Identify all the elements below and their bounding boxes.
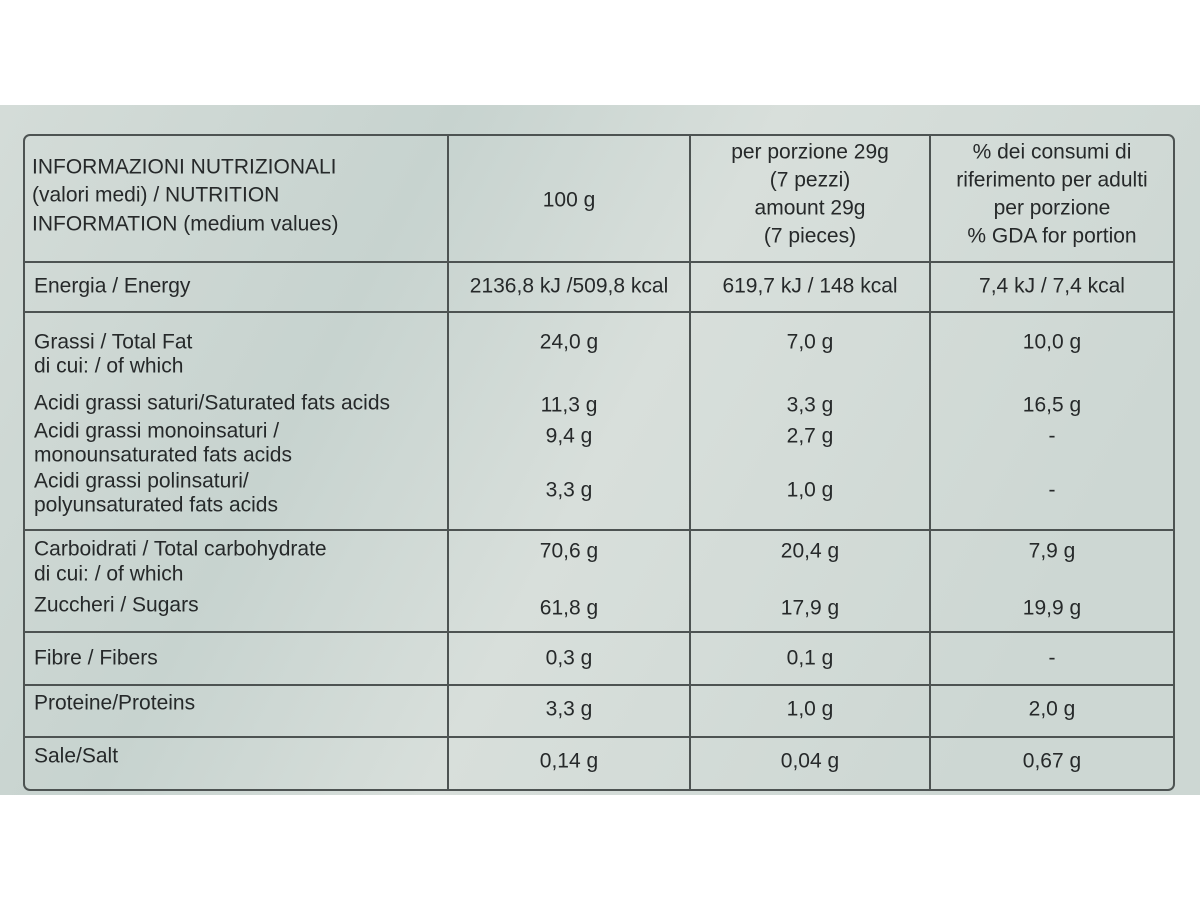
header-label: INFORMAZIONI NUTRIZIONALI [32, 156, 337, 179]
header-portion: (7 pezzi) [770, 169, 851, 192]
package-background [0, 105, 1200, 795]
nutrient-label: Sale/Salt [34, 745, 118, 768]
table-border [23, 134, 1175, 791]
header-label: INFORMATION (medium values) [32, 213, 338, 236]
nutrient-value: - [1049, 647, 1056, 670]
header-per100: 100 g [543, 189, 596, 212]
nutrient-value: 1,0 g [787, 479, 834, 502]
nutrient-value: 1,0 g [787, 698, 834, 721]
header-gda: % GDA for portion [967, 225, 1136, 248]
nutrient-value: 0,1 g [787, 647, 834, 670]
nutrient-value: 7,9 g [1029, 540, 1076, 563]
nutrient-value: 0,04 g [781, 750, 839, 773]
nutrient-value: 70,6 g [540, 540, 598, 563]
nutrient-label: Carboidrati / Total carbohydrate [34, 538, 327, 561]
nutrient-label: polyunsaturated fats acids [34, 494, 278, 517]
header-portion: (7 pieces) [764, 225, 856, 248]
nutrient-value: 0,3 g [546, 647, 593, 670]
nutrient-label: Grassi / Total Fat [34, 331, 192, 354]
header-gda: per porzione [994, 197, 1111, 220]
nutrient-value: 19,9 g [1023, 597, 1081, 620]
header-gda: riferimento per adulti [956, 169, 1147, 192]
nutrient-label: Proteine/Proteins [34, 692, 195, 715]
nutrient-value: 20,4 g [781, 540, 839, 563]
nutrient-label: di cui: / of which [34, 563, 183, 586]
nutrient-value: 3,3 g [546, 698, 593, 721]
nutrient-label: Acidi grassi polinsaturi/ [34, 470, 249, 493]
nutrient-value: 10,0 g [1023, 331, 1081, 354]
nutrient-label: Acidi grassi monoinsaturi / [34, 420, 279, 443]
nutrient-label: monounsaturated fats acids [34, 444, 292, 467]
nutrient-value: 61,8 g [540, 597, 598, 620]
nutrient-label: Acidi grassi saturi/Saturated fats acids [34, 392, 390, 415]
nutrient-label: Fibre / Fibers [34, 647, 158, 670]
nutrient-value: 0,67 g [1023, 750, 1081, 773]
nutrient-label: Energia / Energy [34, 275, 191, 298]
nutrient-value: 11,3 g [541, 394, 598, 417]
nutrient-value: 2,7 g [787, 425, 834, 448]
nutrient-value: 16,5 g [1023, 394, 1081, 417]
nutrient-value: 17,9 g [781, 597, 839, 620]
nutrient-value: 2,0 g [1029, 698, 1076, 721]
nutrient-value: 3,3 g [546, 479, 593, 502]
nutrient-value: 619,7 kJ / 148 kcal [722, 275, 897, 298]
nutrient-label: Zuccheri / Sugars [34, 594, 199, 617]
nutrient-value: - [1049, 479, 1056, 502]
header-label: (valori medi) / NUTRITION [32, 184, 279, 207]
nutrient-value: 0,14 g [540, 750, 598, 773]
header-gda: % dei consumi di [973, 141, 1132, 164]
nutrient-value: 3,3 g [787, 394, 834, 417]
nutrient-value: 24,0 g [540, 331, 598, 354]
header-portion: per porzione 29g [731, 141, 889, 164]
header-portion: amount 29g [755, 197, 866, 220]
nutrient-value: 2136,8 kJ /509,8 kcal [470, 275, 668, 298]
nutrient-value: - [1049, 425, 1056, 448]
table-rules [24, 135, 1174, 790]
nutrient-value: 7,0 g [787, 331, 834, 354]
nutrient-label: di cui: / of which [34, 355, 183, 378]
nutrient-value: 7,4 kJ / 7,4 kcal [979, 275, 1125, 298]
nutrient-value: 9,4 g [546, 425, 593, 448]
